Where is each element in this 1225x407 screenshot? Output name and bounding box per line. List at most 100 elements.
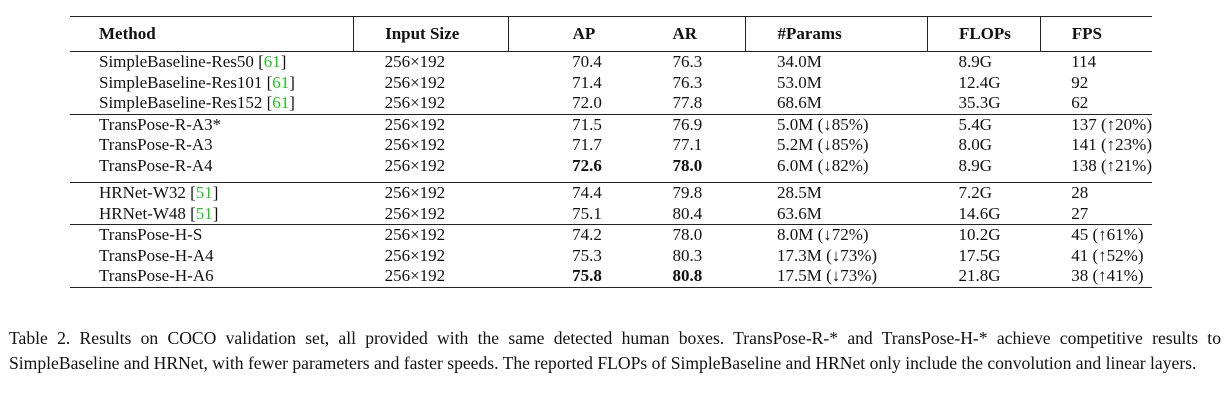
cell-ar: 80.8 [672, 266, 703, 285]
cell-flops: 8.9G [958, 52, 992, 71]
cell-params: 6.0M (↓82%) [776, 155, 869, 175]
cell-params: 5.2M (↓85%) [776, 135, 869, 154]
header-fps: FPS [1039, 16, 1152, 52]
cell-ar: 80.3 [672, 245, 703, 265]
method-name: TransPose-H-A4 [99, 245, 214, 265]
cell-ap: 75.1 [572, 203, 602, 223]
cell-flops: 17.5G [958, 245, 1001, 265]
cell-params: 17.5M (↓73%) [776, 266, 878, 285]
cell-ar: 78.0 [672, 225, 703, 244]
citation-link[interactable]: 51 [195, 183, 213, 202]
cell-method: TransPose-R-A3 [70, 135, 354, 156]
cell-ar: 77.1 [672, 135, 703, 154]
cell-params: 53.0M [776, 72, 822, 92]
header-flops: FLOPs [926, 16, 1041, 52]
cell-flops: 12.4G [958, 72, 1001, 92]
table-row: HRNet-W32 [51] 256×192 74.4 79.8 28.5M 7.2G 28 [70, 182, 1152, 204]
cell-fps: 114 [1071, 52, 1097, 71]
method-name: SimpleBaseline-Res152 [99, 93, 267, 112]
cell-ap: 71.5 [572, 114, 602, 134]
cell-method: HRNet-W32 [51] [99, 183, 219, 202]
cell-ap: 70.4 [572, 52, 602, 71]
cell-input-size: 256×192 [384, 203, 446, 223]
cell-fps: 41 (↑52%) [1071, 245, 1144, 265]
cell-fps: 92 [1071, 72, 1089, 92]
cell-method: TransPose-R-A3* [70, 114, 354, 135]
cell-fps: 28 [1071, 183, 1089, 202]
cell-method: SimpleBaseline-Res50 [61] [99, 52, 287, 71]
method-name: SimpleBaseline-Res50 [99, 52, 259, 71]
cell-flops: 35.3G [958, 93, 1001, 112]
table-row: TransPose-H-A4 256×192 75.3 80.3 17.3M (↓73%… [70, 246, 1152, 267]
cell-params: 68.6M [776, 93, 822, 112]
cell-fps: 137 (↑20%) [1071, 114, 1152, 134]
cell-method: SimpleBaseline-Res101 [61] [99, 72, 295, 92]
citation-link[interactable]: 61 [263, 52, 281, 71]
cell-method: SimpleBaseline-Res152 [61] [99, 93, 295, 112]
cell-fps: 62 [1071, 93, 1089, 112]
cell-method: TransPose-H-A4 [70, 246, 354, 267]
cell-fps: 27 [1071, 203, 1089, 223]
method-name: TransPose-R-A4 [99, 155, 213, 175]
cell-input-size: 256×192 [384, 114, 446, 134]
cell-ap: 75.3 [572, 245, 602, 265]
cell-params: 28.5M [776, 183, 822, 202]
cell-flops: 7.2G [958, 183, 992, 202]
cell-ap: 74.2 [572, 225, 602, 244]
cell-input-size: 256×192 [384, 93, 446, 112]
table-row: SimpleBaseline-Res101 [61] 256×192 71.4 76.… [70, 73, 1152, 94]
header-method: Method [99, 24, 156, 43]
method-name: SimpleBaseline-Res101 [99, 72, 267, 92]
table-row: TransPose-H-S 256×192 74.2 78.0 8.0M (↓72%) 1… [70, 224, 1152, 246]
table-body: SimpleBaseline-Res50 [61] 256×192 70.4 76.3… [70, 52, 1152, 287]
cell-ar: 77.8 [672, 93, 703, 112]
cell-fps: 138 (↑21%) [1071, 155, 1152, 175]
cell-input-size: 256×192 [384, 245, 446, 265]
cell-flops: 8.0G [958, 135, 992, 154]
cell-fps: 45 (↑61%) [1071, 225, 1144, 244]
citation-link[interactable]: 61 [272, 93, 290, 112]
results-table: Method Input Size AP AR #Params FLOPs FP… [70, 16, 1152, 288]
cell-flops: 8.9G [958, 155, 992, 175]
header-params: #Params [745, 16, 928, 52]
cell-ap: 71.7 [572, 135, 602, 154]
cell-flops: 5.4G [958, 114, 992, 134]
cell-ap: 72.0 [572, 93, 602, 112]
citation-link[interactable]: 51 [195, 203, 213, 223]
cell-ap: 71.4 [572, 72, 602, 92]
cell-input-size: 256×192 [384, 266, 446, 285]
cell-input-size: 256×192 [384, 72, 446, 92]
cell-fps: 38 (↑41%) [1071, 266, 1144, 285]
table-caption: Table 2. Results on COCO validation set,… [9, 328, 1221, 373]
citation-link[interactable]: 61 [272, 72, 290, 92]
method-name: TransPose-H-A6 [99, 266, 214, 285]
table-row: SimpleBaseline-Res152 [61] 256×192 72.0 77.… [70, 93, 1152, 114]
cell-params: 34.0M [776, 52, 822, 71]
cell-input-size: 256×192 [384, 155, 446, 175]
cell-flops: 21.8G [958, 266, 1001, 285]
cell-flops: 10.2G [958, 225, 1001, 244]
method-name: TransPose-R-A3 [99, 135, 213, 154]
table-row: TransPose-R-A3 256×192 71.7 77.1 5.2M (↓85%)… [70, 135, 1152, 156]
cell-input-size: 256×192 [384, 135, 446, 154]
method-name: TransPose-H-S [99, 225, 203, 244]
method-name: HRNet-W32 [99, 183, 191, 202]
cell-params: 8.0M (↓72%) [776, 225, 869, 244]
cell-params: 5.0M (↓85%) [776, 114, 869, 134]
cell-ap: 74.4 [572, 183, 602, 202]
cell-method: TransPose-H-A6 [70, 266, 354, 287]
cell-method: TransPose-H-S [70, 225, 354, 246]
cell-method: HRNet-W48 [51] [99, 203, 219, 223]
cell-ar: 78.0 [672, 155, 703, 175]
cell-input-size: 256×192 [384, 225, 446, 244]
cell-ar: 76.9 [672, 114, 703, 134]
cell-ar: 76.3 [672, 72, 703, 92]
method-name: TransPose-R-A3* [99, 114, 222, 134]
cell-params: 63.6M [776, 203, 822, 223]
cell-ar: 76.3 [672, 52, 703, 71]
table-row: TransPose-R-A3* 256×192 71.5 76.9 5.0M (↓85%… [70, 114, 1152, 135]
table-row: SimpleBaseline-Res50 [61] 256×192 70.4 76.3… [70, 52, 1152, 73]
cell-ap: 72.6 [572, 155, 602, 175]
cell-method: TransPose-R-A4 [70, 156, 354, 177]
table-row: TransPose-H-A6 256×192 75.8 80.8 17.5M (↓73%… [70, 266, 1152, 287]
